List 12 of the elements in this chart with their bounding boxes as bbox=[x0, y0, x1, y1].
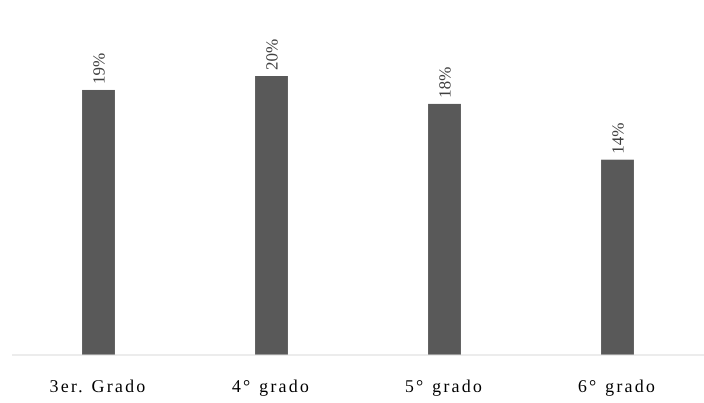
x-tick-label: 3er. Grado bbox=[50, 376, 148, 396]
data-label: 20% bbox=[262, 38, 282, 70]
bar bbox=[255, 76, 288, 355]
bar bbox=[428, 104, 461, 355]
data-label: 14% bbox=[608, 122, 628, 154]
bar bbox=[82, 90, 115, 355]
data-label: 18% bbox=[436, 66, 454, 98]
x-tick-label: 4° grado bbox=[232, 376, 312, 396]
x-tick-label: 5° grado bbox=[404, 376, 484, 396]
bar bbox=[601, 160, 634, 355]
data-label: 19% bbox=[90, 52, 108, 84]
x-tick-label: 6° grado bbox=[578, 376, 658, 396]
